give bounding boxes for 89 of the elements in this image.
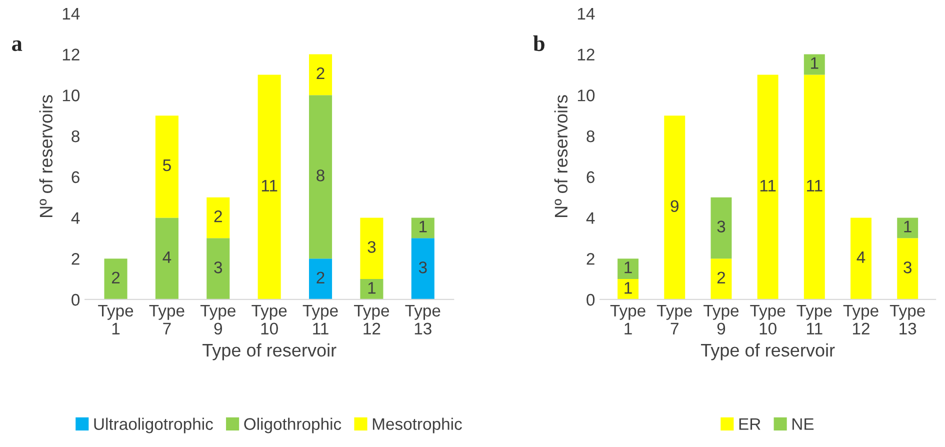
x-tick-label: Type 1 bbox=[610, 304, 646, 334]
y-tick-label: 14 bbox=[578, 8, 595, 20]
x-tick-label: Type 12 bbox=[843, 304, 878, 334]
bar bbox=[308, 95, 332, 259]
data-label: 3 bbox=[368, 241, 376, 253]
bar bbox=[757, 74, 778, 300]
x-tick-label: Type 7 bbox=[149, 304, 184, 334]
x-axis-title: Type of reservoir bbox=[202, 343, 336, 360]
x-tick-label: Type 9 bbox=[200, 304, 236, 335]
data-label: 2 bbox=[316, 67, 324, 80]
data-label: 11 bbox=[262, 180, 278, 192]
legend-label: Oligothrophic bbox=[244, 418, 342, 434]
data-label: 3 bbox=[904, 262, 912, 274]
bar bbox=[155, 116, 178, 218]
y-tick-label: 8 bbox=[72, 130, 80, 142]
y-tick-label: 14 bbox=[62, 8, 80, 20]
bar bbox=[360, 218, 384, 280]
x-tick-label: Type 7 bbox=[656, 304, 692, 334]
y-tick-label: 12 bbox=[62, 48, 80, 60]
bar bbox=[897, 218, 918, 238]
legend-label: Ultraoligotrophic bbox=[94, 418, 213, 434]
data-label: 3 bbox=[418, 262, 427, 274]
x-tick-label: Type 10 bbox=[750, 304, 786, 335]
bar bbox=[618, 279, 639, 300]
bar bbox=[308, 54, 332, 96]
text: a bbox=[12, 40, 22, 52]
bar bbox=[804, 74, 825, 300]
y-tick-label: 10 bbox=[62, 90, 80, 102]
x-tick-label: Type 1 bbox=[98, 304, 134, 334]
x-tick-label: Type 11 bbox=[302, 304, 338, 334]
y-tick-label: 0 bbox=[72, 294, 80, 306]
x-tick-label: Type 13 bbox=[890, 304, 925, 335]
y-tick-label: 12 bbox=[578, 48, 594, 60]
data-label: 3 bbox=[717, 220, 726, 232]
data-label: 1 bbox=[624, 262, 632, 274]
data-label: 1 bbox=[368, 282, 376, 294]
data-label: 9 bbox=[670, 200, 678, 212]
data-label: 2 bbox=[112, 272, 120, 284]
bar bbox=[258, 74, 281, 300]
y-tick-label: 4 bbox=[586, 212, 595, 224]
bar bbox=[664, 116, 686, 300]
x-tick-label: Type 13 bbox=[405, 304, 440, 335]
x-tick-label: Type 12 bbox=[354, 304, 390, 334]
x-tick-label: Type 11 bbox=[796, 304, 832, 334]
data-label: 11 bbox=[807, 180, 822, 192]
bar bbox=[804, 54, 825, 75]
bar bbox=[411, 218, 434, 238]
x-tick-label: Type 9 bbox=[704, 304, 739, 335]
data-label: 2 bbox=[717, 272, 726, 284]
bar bbox=[850, 218, 872, 300]
x-tick-label: Type 10 bbox=[252, 304, 287, 335]
data-label: 1 bbox=[420, 220, 427, 232]
bar bbox=[710, 258, 732, 300]
data-label: 1 bbox=[904, 220, 912, 232]
bar bbox=[618, 258, 639, 280]
data-label: 2 bbox=[316, 272, 324, 284]
y-tick-label: 2 bbox=[72, 253, 80, 265]
y-tick-label: 10 bbox=[578, 90, 595, 102]
text: b bbox=[533, 35, 544, 52]
bar bbox=[155, 218, 178, 300]
y-tick-label: 8 bbox=[586, 130, 594, 142]
legend-label: NE bbox=[792, 418, 814, 430]
data-label: 8 bbox=[316, 170, 324, 182]
data-label: 11 bbox=[760, 180, 776, 192]
bar bbox=[206, 197, 230, 238]
bar bbox=[710, 197, 732, 259]
legend-label: Mesotrophic bbox=[372, 418, 462, 434]
bar bbox=[897, 238, 918, 300]
y-tick-label: 0 bbox=[586, 294, 595, 306]
data-label: 2 bbox=[214, 210, 222, 222]
bar bbox=[206, 238, 230, 300]
y-tick-label: 6 bbox=[586, 171, 594, 184]
data-label: 5 bbox=[162, 160, 171, 172]
data-label: 1 bbox=[811, 57, 818, 69]
y-tick-label: 4 bbox=[71, 212, 80, 224]
data-label: 4 bbox=[856, 251, 866, 263]
bar bbox=[104, 258, 128, 300]
y-tick-label: 2 bbox=[586, 253, 594, 265]
legend-label: ER bbox=[739, 418, 760, 430]
data-label: 4 bbox=[162, 251, 172, 263]
x-axis-title: Type of reservoir bbox=[700, 343, 835, 360]
y-axis-title: Nº of reservoirs bbox=[39, 95, 53, 217]
y-tick-label: 6 bbox=[72, 171, 80, 184]
bar bbox=[411, 238, 434, 300]
data-label: 3 bbox=[214, 262, 222, 274]
data-label: 1 bbox=[624, 282, 632, 294]
y-axis-title: Nº of reservoirs bbox=[554, 95, 568, 217]
bar bbox=[308, 258, 332, 300]
bar bbox=[360, 279, 384, 300]
